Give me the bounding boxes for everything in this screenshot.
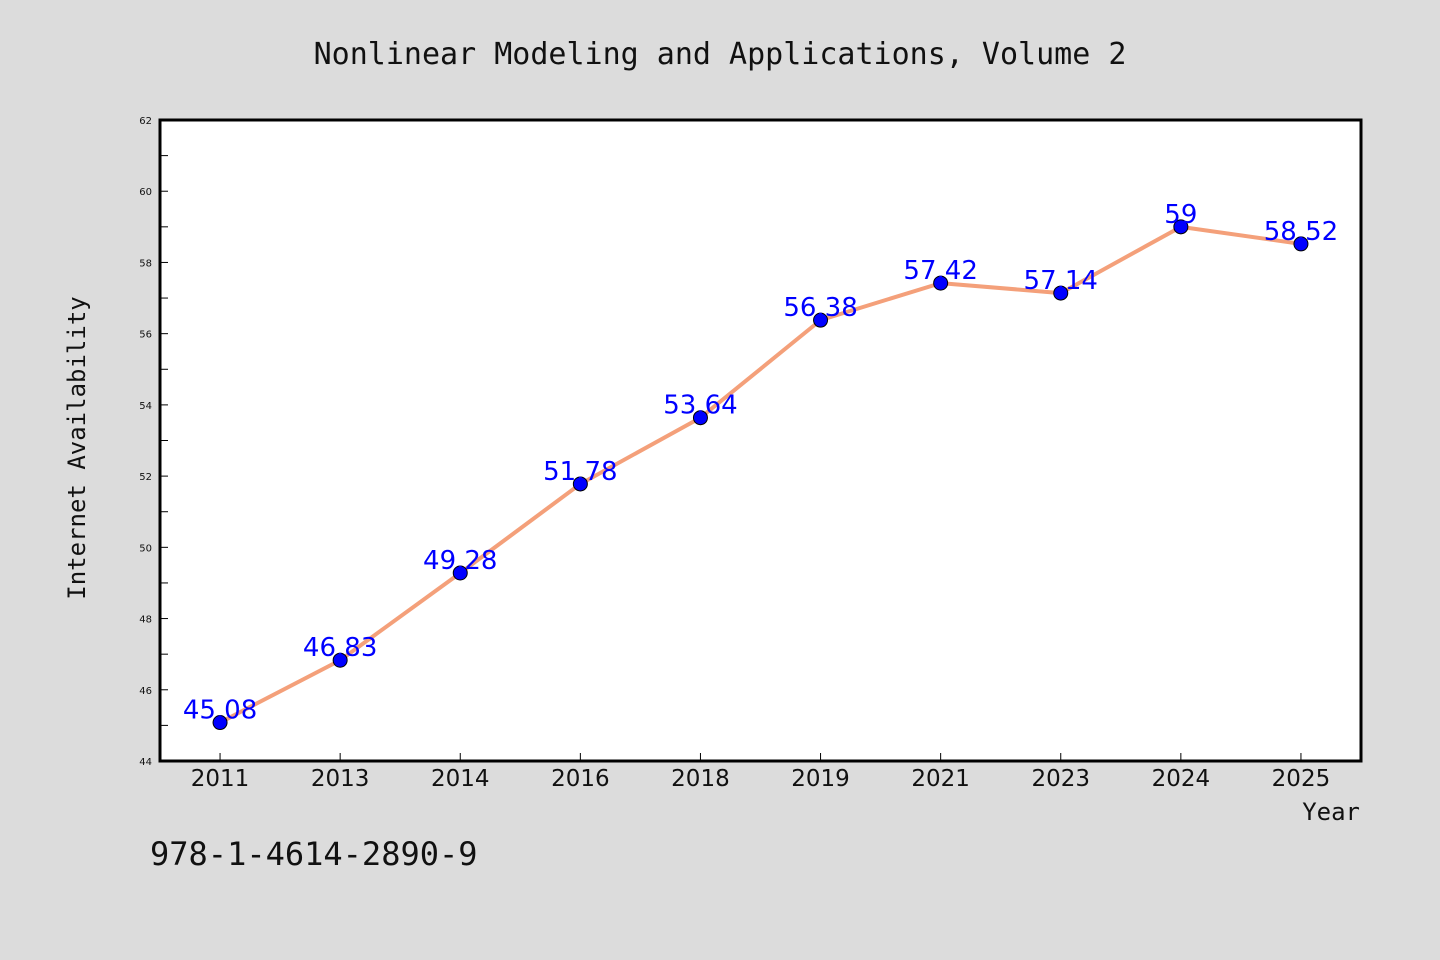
plot-area	[158, 118, 1363, 763]
x-tick-label: 2019	[791, 766, 850, 792]
x-axis-label: Year	[1302, 798, 1360, 826]
data-label: 58.52	[1264, 217, 1338, 247]
data-point	[1053, 285, 1069, 301]
data-point	[332, 652, 348, 668]
data-label: 51.78	[543, 457, 617, 487]
x-tick-label: 2024	[1152, 766, 1211, 792]
data-label: 57.42	[903, 256, 977, 286]
data-point	[1173, 219, 1189, 235]
markers-group	[212, 219, 1309, 731]
data-point	[933, 275, 949, 291]
x-tick-label: 2023	[1031, 766, 1090, 792]
data-label: 45.08	[183, 696, 257, 726]
x-tick-label: 2013	[311, 766, 370, 792]
x-tick-label: 2018	[671, 766, 730, 792]
data-point	[813, 312, 829, 328]
x-tick-label: 2014	[431, 766, 490, 792]
data-point	[572, 476, 588, 492]
data-label: 46.83	[303, 633, 377, 663]
series-line-group	[219, 224, 1302, 725]
x-tick-label: 2021	[911, 766, 970, 792]
y-tick-label: 48	[139, 615, 152, 626]
y-axis-label: Internet Availability	[63, 296, 91, 599]
data-point	[212, 715, 228, 731]
data-point	[452, 565, 468, 581]
y-tick-label: 54	[139, 401, 152, 412]
chart-title: Nonlinear Modeling and Applications, Vol…	[314, 37, 1127, 72]
y-tick-label: 58	[139, 258, 152, 269]
data-point	[1293, 236, 1309, 252]
isbn-text: 978-1-4614-2890-9	[150, 835, 478, 873]
y-tick-label: 60	[139, 187, 152, 198]
data-label: 56.38	[783, 293, 857, 323]
y-tick-label: 44	[139, 757, 152, 768]
data-label: 49.28	[423, 546, 497, 576]
x-tick-label: 2025	[1272, 766, 1331, 792]
y-tick-label: 62	[139, 116, 152, 127]
y-tick-label: 46	[139, 686, 152, 697]
data-labels-group: 45.08 46.83 49.28 51.78 53.64 56.38 57.42 57.14…	[183, 200, 1338, 726]
data-label: 53.64	[663, 391, 737, 421]
y-tick-label: 52	[139, 472, 152, 483]
data-label: 59	[1164, 200, 1197, 230]
data-point	[692, 410, 708, 426]
series-line	[219, 224, 1302, 725]
data-label: 57.14	[1024, 266, 1098, 296]
y-tick-label: 50	[139, 543, 152, 554]
y-tick-label: 56	[139, 330, 152, 341]
x-tick-label: 2016	[551, 766, 610, 792]
x-tick-label: 2011	[191, 766, 250, 792]
x-axis: 2011 2013 2014 2016 2018 2019 2021 2023 2024 2025	[191, 753, 1330, 792]
y-axis: 44 46 48 50 52 54 56 58 60 62	[139, 116, 168, 768]
